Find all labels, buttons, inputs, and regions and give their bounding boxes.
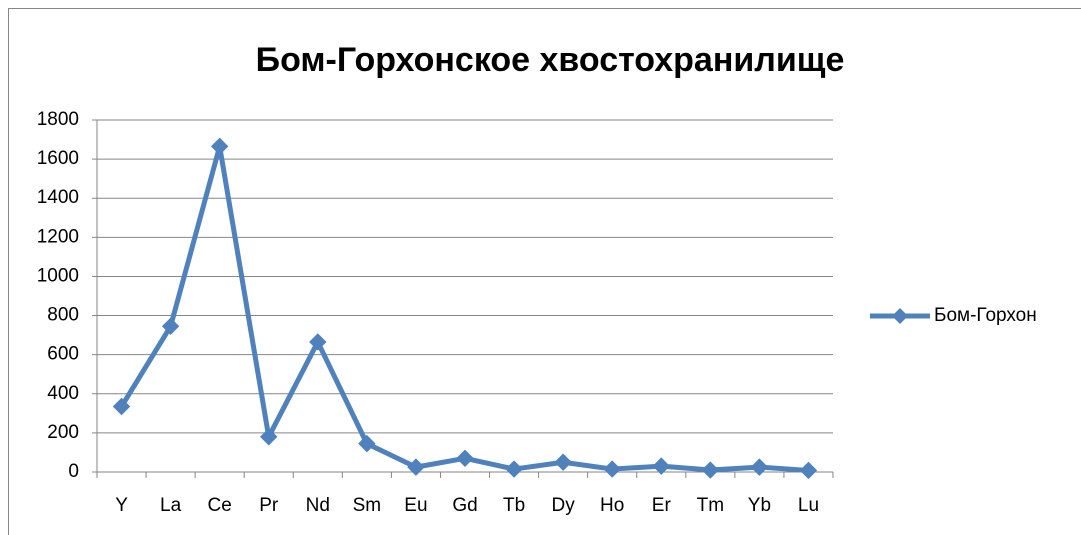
marker <box>603 460 621 478</box>
marker <box>799 461 818 480</box>
chart-title: Бом-Горхонское хвостохранилище <box>256 41 845 79</box>
marker <box>456 449 474 468</box>
x-tick-label: Yb <box>748 495 771 516</box>
y-tick-label: 1600 <box>37 148 79 169</box>
x-tick-label: Pr <box>259 495 279 516</box>
marker <box>260 428 278 446</box>
y-tick-label: 1800 <box>37 109 79 130</box>
x-tick-label: Ho <box>600 495 624 516</box>
marker <box>161 317 180 336</box>
x-tick-label: Lu <box>798 495 819 516</box>
legend-label: Бом-Горхон <box>934 305 1037 326</box>
marker <box>309 333 327 351</box>
marker <box>112 397 131 416</box>
y-tick-label: 600 <box>47 344 79 365</box>
marker <box>750 458 769 476</box>
marker <box>210 137 229 156</box>
x-tick-label: La <box>160 495 182 516</box>
x-tick-label: Ce <box>208 495 232 516</box>
x-tick-label: Gd <box>452 495 477 516</box>
chart-border <box>8 8 1081 535</box>
y-tick-label: 0 <box>68 461 79 482</box>
marker <box>358 434 376 453</box>
marker <box>652 457 670 475</box>
marker <box>407 458 425 476</box>
x-tick-label: Er <box>652 495 672 516</box>
y-tick-label: 200 <box>47 422 79 443</box>
x-tick-label: Nd <box>306 495 330 516</box>
marker <box>505 460 523 478</box>
x-tick-label: Y <box>115 495 128 516</box>
legend-marker <box>892 308 908 324</box>
marker <box>554 453 572 471</box>
x-tick-label: Tm <box>697 495 724 516</box>
y-tick-label: 400 <box>47 383 79 404</box>
y-tick-label: 800 <box>47 305 79 326</box>
y-tick-label: 1200 <box>37 226 79 247</box>
x-tick-label: Eu <box>404 495 427 516</box>
x-tick-label: Tb <box>503 495 525 516</box>
marker <box>701 461 720 479</box>
y-tick-label: 1400 <box>37 187 79 208</box>
x-tick-label: Sm <box>353 495 382 516</box>
y-tick-label: 1000 <box>37 265 79 286</box>
x-tick-label: Dy <box>552 495 576 516</box>
